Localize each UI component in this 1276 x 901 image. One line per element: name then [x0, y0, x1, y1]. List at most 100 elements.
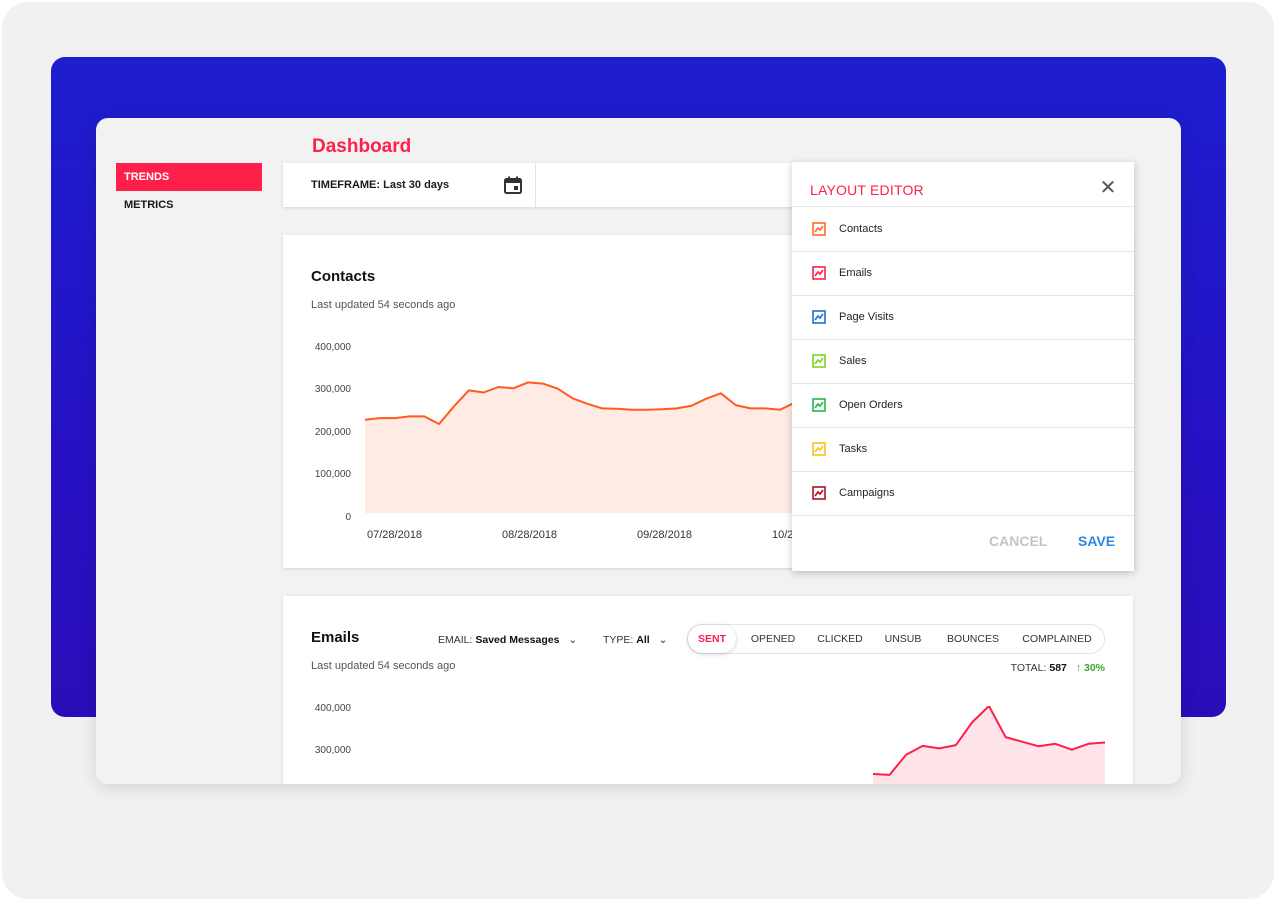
x-tick-label: 10/2	[772, 529, 794, 541]
divider	[792, 206, 1134, 207]
layout-item-page-visits[interactable]: Page Visits	[792, 295, 1134, 339]
data-point	[542, 383, 544, 385]
y-tick-label: 100,000	[314, 469, 351, 480]
data-point	[512, 387, 514, 389]
y-tick-label: 400,000	[314, 703, 351, 714]
data-point	[889, 774, 891, 776]
chart-icon	[812, 266, 826, 280]
divider	[535, 163, 536, 207]
layout-item-campaigns[interactable]: Campaigns	[792, 471, 1134, 515]
layout-item-label: Open Orders	[839, 399, 903, 411]
chart-icon	[812, 354, 826, 368]
chart-icon	[812, 222, 826, 236]
close-icon[interactable]: ✕	[1099, 177, 1117, 199]
data-point	[1087, 743, 1089, 745]
data-point	[379, 417, 381, 419]
layout-item-label: Contacts	[839, 223, 883, 235]
divider	[792, 515, 1134, 516]
data-point	[873, 773, 874, 775]
type-filter[interactable]: TYPE: All ⌄	[603, 634, 667, 646]
data-point	[1038, 745, 1040, 747]
data-point	[690, 405, 692, 407]
total-value: 587	[1049, 662, 1067, 674]
data-point	[527, 381, 529, 383]
nav-item-metrics[interactable]: METRICS	[124, 199, 174, 211]
tab-opened[interactable]: OPENED	[750, 633, 796, 645]
layout-item-open-orders[interactable]: Open Orders	[792, 383, 1134, 427]
divider	[792, 251, 1134, 252]
x-tick-label: 09/28/2018	[637, 529, 693, 541]
data-point	[394, 417, 396, 419]
data-point	[661, 408, 663, 410]
area-fill	[365, 382, 795, 513]
layout-item-tasks[interactable]: Tasks	[792, 427, 1134, 471]
data-point	[438, 423, 440, 425]
data-point	[408, 415, 411, 417]
data-point	[1071, 749, 1073, 751]
chart-icon	[812, 442, 826, 456]
series-line	[873, 706, 1105, 776]
calendar-icon[interactable]	[503, 175, 523, 195]
y-tick-label: 400,000	[314, 342, 351, 353]
chevron-down-icon: ⌄	[658, 634, 668, 646]
tab-clicked[interactable]: CLICKED	[817, 633, 863, 645]
app-window: TRENDS METRICS Dashboard TIMEFRAME: Last…	[96, 118, 1181, 784]
contacts-title: Contacts	[311, 268, 376, 285]
data-point	[601, 407, 603, 409]
tab-sent[interactable]: SENT	[688, 625, 736, 653]
data-point	[720, 392, 722, 394]
tab-bounces[interactable]: BOUNCES	[947, 633, 999, 645]
layout-item-contacts[interactable]: Contacts	[792, 207, 1134, 251]
cancel-button[interactable]: CANCEL	[989, 533, 1048, 549]
divider	[792, 339, 1134, 340]
page-title: Dashboard	[312, 136, 412, 157]
layout-item-emails[interactable]: Emails	[792, 251, 1134, 295]
nav-item-trends[interactable]: TRENDS	[116, 163, 262, 191]
timeframe-bar: TIMEFRAME: Last 30 days	[283, 163, 803, 207]
tab-complained[interactable]: COMPLAINED	[1022, 633, 1092, 645]
contacts-chart	[365, 381, 795, 513]
data-point	[922, 745, 924, 747]
layout-editor-panel: LAYOUT EDITOR ✕ Contacts Emails Page Visit…	[792, 162, 1134, 571]
data-point	[764, 407, 766, 409]
save-button[interactable]: SAVE	[1078, 533, 1116, 549]
layout-item-label: Emails	[839, 267, 873, 279]
data-point	[1104, 741, 1105, 744]
chart-icon	[812, 398, 826, 412]
data-point	[938, 747, 940, 749]
y-tick-label: 0	[345, 512, 351, 523]
x-tick-label: 07/28/2018	[367, 529, 423, 541]
emails-chart	[873, 706, 1105, 784]
area-fill	[873, 706, 1105, 784]
tab-unsub[interactable]: UNSUB	[884, 633, 922, 645]
data-point	[468, 389, 470, 391]
type-filter-value: All	[636, 634, 650, 646]
layout-item-sales[interactable]: Sales	[792, 339, 1134, 383]
data-point	[988, 706, 990, 707]
layout-editor-title: LAYOUT EDITOR	[810, 182, 924, 198]
data-point	[586, 403, 588, 405]
x-tick-label: 08/28/2018	[502, 529, 558, 541]
emails-card: Emails EMAIL: Saved Messages ⌄ TYPE: All…	[283, 596, 1133, 784]
email-filter-label: EMAIL:	[438, 634, 473, 646]
data-point	[483, 391, 485, 394]
data-point	[1021, 741, 1023, 743]
email-filter[interactable]: EMAIL: Saved Messages ⌄	[438, 634, 577, 646]
data-point	[955, 744, 957, 746]
type-filter-label: TYPE:	[603, 634, 634, 646]
y-tick-label: 200,000	[314, 427, 351, 438]
emails-updated: Last updated 54 seconds ago	[311, 660, 456, 672]
data-point	[1005, 736, 1007, 738]
data-point	[905, 754, 907, 756]
y-tick-label: 300,000	[314, 384, 351, 395]
data-point	[705, 398, 707, 400]
series-line	[365, 381, 795, 425]
data-point	[365, 419, 366, 421]
chevron-down-icon: ⌄	[568, 634, 578, 646]
divider	[792, 471, 1134, 472]
data-point	[631, 409, 633, 411]
data-point	[646, 409, 648, 411]
data-point	[423, 415, 425, 417]
timeframe-selector[interactable]: TIMEFRAME: Last 30 days	[311, 179, 450, 191]
data-point	[735, 404, 737, 406]
